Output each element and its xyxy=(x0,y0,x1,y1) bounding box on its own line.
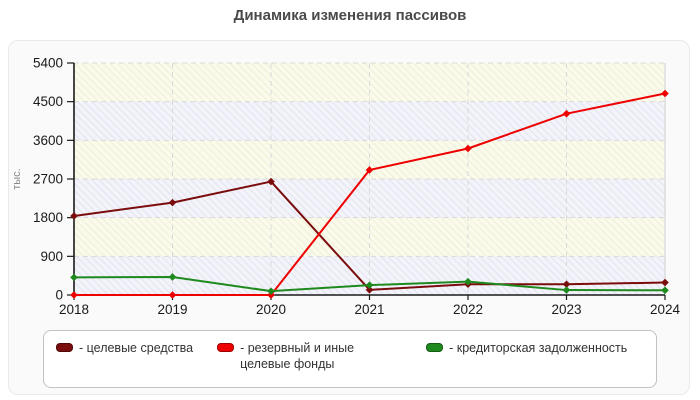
series-0-marker xyxy=(562,280,571,289)
chart-canvas: 0 900 1800 2700 3600 4500 5400 2018 2019 2020 2021… xyxy=(11,56,681,318)
y-axis-unit-label: тыс. xyxy=(11,168,23,190)
x-tick-labels: 2018 2019 2020 2021 2022 2023 2024 xyxy=(59,302,681,317)
series-0-marker xyxy=(168,198,177,207)
series-2-marker xyxy=(70,273,78,282)
y-tick-labels: 0 900 1800 2700 3600 4500 5400 xyxy=(33,56,63,303)
svg-text:2700: 2700 xyxy=(33,172,63,187)
series-2-marker xyxy=(562,286,571,294)
svg-text:2024: 2024 xyxy=(650,302,681,317)
legend-swatch-target-funds xyxy=(56,343,73,352)
legend-swatch-accounts-payable xyxy=(426,343,444,352)
legend: - целевые средства - резервный и иные це… xyxy=(43,330,657,388)
legend-item-target-funds: - целевые средства xyxy=(56,340,193,356)
series-2-marker xyxy=(661,286,669,295)
series-1-marker xyxy=(562,109,571,118)
legend-item-reserve-funds: - резервный и иные целевые фонды xyxy=(217,340,402,373)
svg-text:2022: 2022 xyxy=(453,302,483,317)
svg-text:5400: 5400 xyxy=(33,56,63,71)
svg-text:1800: 1800 xyxy=(33,210,63,225)
legend-swatch-reserve-funds xyxy=(217,343,235,352)
svg-text:3600: 3600 xyxy=(33,133,63,148)
plot-bands xyxy=(74,63,665,295)
series-1 xyxy=(70,89,669,299)
series-2-marker xyxy=(365,281,374,289)
svg-text:2023: 2023 xyxy=(551,302,581,317)
svg-text:900: 900 xyxy=(40,249,63,264)
svg-text:2019: 2019 xyxy=(157,302,187,317)
series-1-marker xyxy=(267,291,275,299)
legend-label-reserve-funds: - резервный и иные целевые фонды xyxy=(240,341,355,372)
svg-text:2018: 2018 xyxy=(59,302,89,317)
series-0-marker xyxy=(70,212,78,220)
series-1-marker xyxy=(168,291,177,299)
svg-text:2021: 2021 xyxy=(354,302,384,317)
series-2-marker xyxy=(464,277,472,286)
series-2-marker xyxy=(168,273,177,281)
svg-text:4500: 4500 xyxy=(33,94,63,109)
series-0-marker xyxy=(267,177,275,186)
series-1-marker xyxy=(70,291,78,299)
svg-text:2020: 2020 xyxy=(256,302,286,317)
svg-text:0: 0 xyxy=(55,288,63,303)
chart-title: Динамика изменения пассивов xyxy=(233,7,467,24)
legend-item-accounts-payable: - кредиторская задолженность xyxy=(426,340,627,356)
chart-panel: 0 900 1800 2700 3600 4500 5400 2018 2019 2020 2021… xyxy=(8,40,690,395)
series-1-marker xyxy=(365,166,374,174)
series-1-marker xyxy=(661,89,669,98)
series-0-marker xyxy=(661,278,669,287)
series-2 xyxy=(70,273,669,295)
legend-label-target-funds: - целевые средства xyxy=(79,341,194,355)
series-2-marker xyxy=(267,287,275,295)
legend-label-accounts-payable: - кредиторская задолженность xyxy=(449,341,628,355)
series-0-marker xyxy=(365,286,374,294)
